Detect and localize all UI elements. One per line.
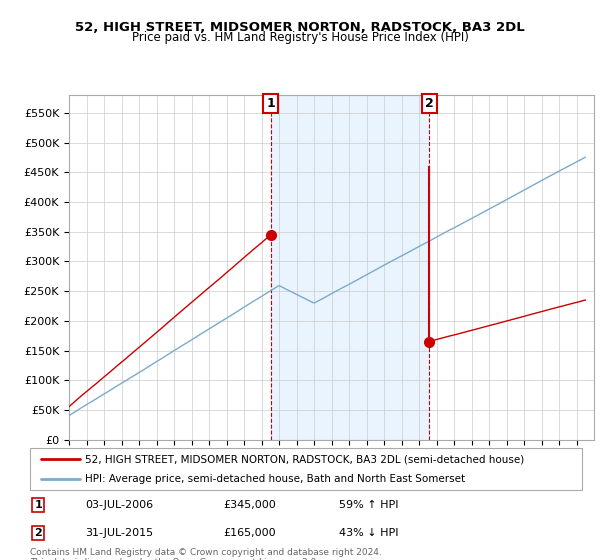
Text: 59% ↑ HPI: 59% ↑ HPI bbox=[339, 500, 398, 510]
Text: 52, HIGH STREET, MIDSOMER NORTON, RADSTOCK, BA3 2DL: 52, HIGH STREET, MIDSOMER NORTON, RADSTO… bbox=[75, 21, 525, 34]
Text: 1: 1 bbox=[266, 97, 275, 110]
FancyBboxPatch shape bbox=[30, 448, 582, 490]
Text: 31-JUL-2015: 31-JUL-2015 bbox=[85, 528, 154, 538]
Text: £345,000: £345,000 bbox=[223, 500, 276, 510]
Text: 52, HIGH STREET, MIDSOMER NORTON, RADSTOCK, BA3 2DL (semi-detached house): 52, HIGH STREET, MIDSOMER NORTON, RADSTO… bbox=[85, 454, 524, 464]
Text: HPI: Average price, semi-detached house, Bath and North East Somerset: HPI: Average price, semi-detached house,… bbox=[85, 474, 466, 484]
Text: £165,000: £165,000 bbox=[223, 528, 276, 538]
Text: 03-JUL-2006: 03-JUL-2006 bbox=[85, 500, 154, 510]
Text: Price paid vs. HM Land Registry's House Price Index (HPI): Price paid vs. HM Land Registry's House … bbox=[131, 31, 469, 44]
Text: 1: 1 bbox=[34, 500, 42, 510]
Text: 43% ↓ HPI: 43% ↓ HPI bbox=[339, 528, 398, 538]
Text: 2: 2 bbox=[34, 528, 42, 538]
Text: 2: 2 bbox=[425, 97, 434, 110]
Text: Contains HM Land Registry data © Crown copyright and database right 2024.
This d: Contains HM Land Registry data © Crown c… bbox=[30, 548, 382, 560]
